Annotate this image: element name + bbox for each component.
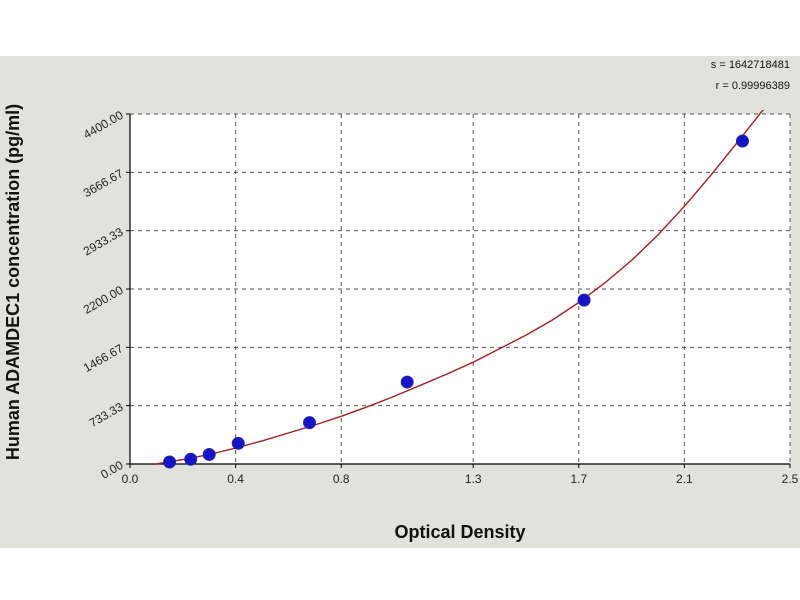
- data-point: [735, 134, 749, 148]
- data-point: [577, 293, 591, 307]
- x-tick-label: 2.1: [676, 472, 693, 486]
- x-axis-title: Optical Density: [394, 522, 525, 542]
- fit-curve-layer: [156, 110, 764, 465]
- y-tick-label: 3666.67: [81, 166, 126, 200]
- y-tick-label: 733.33: [87, 399, 126, 430]
- chart-svg: 0.0 0.4 0.8 1.3 1.7 2.1 2.5 0.00733.331466.672…: [3, 59, 799, 542]
- data-point: [184, 452, 198, 466]
- data-point: [163, 455, 177, 469]
- x-tick-label: 0.8: [333, 472, 350, 486]
- y-tick-label: 2200.00: [81, 283, 126, 317]
- y-tick-label: 2933.33: [81, 224, 126, 258]
- y-axis-ticks: 0.00733.331466.672200.002933.333666.6744…: [81, 108, 130, 482]
- fit-curve: [156, 110, 764, 465]
- x-axis-ticks: 0.0 0.4 0.8 1.3 1.7 2.1 2.5: [122, 464, 799, 486]
- annotation-s: s = 1642718481: [711, 59, 790, 71]
- data-point: [231, 436, 245, 450]
- annotation-r: r = 0.99996389: [716, 80, 790, 92]
- data-point: [303, 416, 317, 430]
- data-point: [400, 375, 414, 389]
- x-tick-label: 1.7: [570, 472, 587, 486]
- data-points: [163, 134, 749, 469]
- chart-frame: 0.0 0.4 0.8 1.3 1.7 2.1 2.5 0.00 733.33 1466.67 2…: [0, 56, 800, 548]
- y-tick-label: 1466.67: [81, 341, 126, 375]
- x-tick-label: 0.4: [227, 472, 244, 486]
- y-axis-title: Human ADAMDEC1 concentration (pg/ml): [3, 104, 23, 460]
- x-tick-label: 0.0: [122, 472, 139, 486]
- x-tick-label: 2.5: [782, 472, 799, 486]
- x-tick-label: 1.3: [465, 472, 482, 486]
- grid-lines: [130, 113, 791, 464]
- data-point: [202, 447, 216, 461]
- y-tick-label: 4400.00: [81, 108, 126, 142]
